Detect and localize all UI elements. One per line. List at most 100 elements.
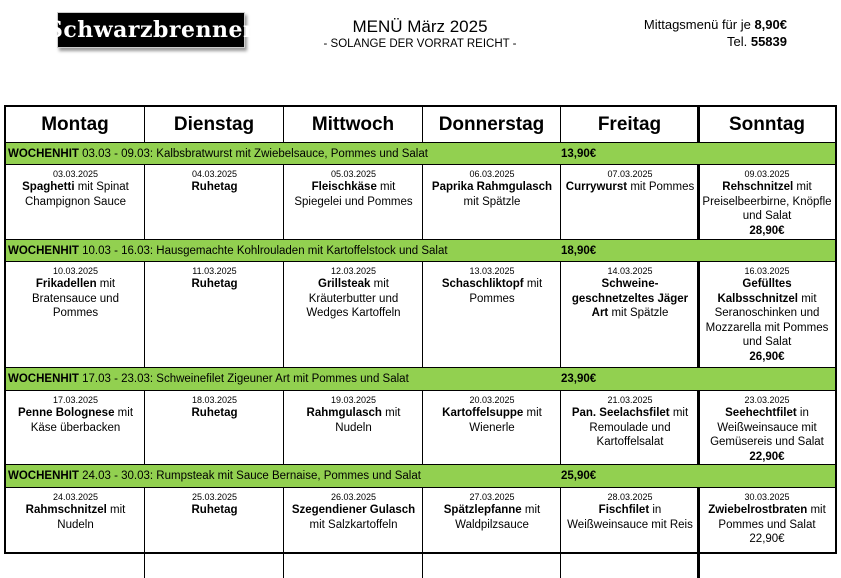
dish-name: Rahmgulasch xyxy=(306,407,382,419)
dish-name: Schweine-geschnetzeltes Jäger Art xyxy=(571,278,689,319)
dish-name: Seehechtfilet xyxy=(725,407,797,419)
dish-date: 23.03.2025 xyxy=(744,395,790,405)
day-header-0: Montag xyxy=(6,107,145,142)
dish-date: 17.03.2025 xyxy=(52,395,99,405)
divider xyxy=(144,107,145,142)
dish-name: Frikadellen xyxy=(35,278,97,290)
dish-date: 18.03.2025 xyxy=(191,395,238,405)
day-header-4: Freitag xyxy=(561,107,699,142)
dish-price: 28,90€ xyxy=(749,224,785,237)
divider xyxy=(283,107,284,142)
weekly-special-text: 10.03 - 16.03: Hausgemachte Kohlrouladen… xyxy=(78,244,448,257)
menu-cell: 21.03.2025 Pan. Seelachsfilet mit Remoula… xyxy=(561,391,699,464)
weekly-special-price: 25,90€ xyxy=(561,470,597,482)
dish-date: 11.03.2025 xyxy=(192,266,237,276)
day-header-3: Donnerstag xyxy=(423,107,561,142)
dish-date: 30.03.2025 xyxy=(744,492,790,502)
menu-cell: 06.03.2025 Paprika Rahmgulasch mit Spätzl… xyxy=(423,165,561,239)
dish-date: 06.03.2025 xyxy=(469,169,515,179)
dish-description: in Weißweinsauce mit Reis xyxy=(567,504,693,531)
dish-description: mit Pommes xyxy=(627,181,695,193)
dish-description: mit Wienerle xyxy=(469,407,542,434)
divider xyxy=(144,488,145,578)
divider xyxy=(422,488,423,578)
dish-description: mit Spinat Champignon Sauce xyxy=(24,181,129,208)
weekly-special-text: 03.03 - 09.03: Kalbsbratwurst mit Zwiebe… xyxy=(78,147,428,160)
dish-description: mit Pommes xyxy=(469,278,543,305)
dish-description: mit Seranoschinken und Mozzarella mit Po… xyxy=(705,292,829,349)
divider xyxy=(697,107,700,142)
dish-date: 13.03.2025 xyxy=(469,266,515,276)
menu-cell: 23.03.2025 Seehechtfilet in Weißweinsauce… xyxy=(699,391,835,464)
divider xyxy=(422,165,423,239)
dish-date: 25.03.2025 xyxy=(191,492,238,502)
dish-name: Grillsteak xyxy=(318,278,371,290)
dish-name: Penne Bolognese xyxy=(17,407,115,419)
divider xyxy=(697,165,700,239)
divider xyxy=(560,107,561,142)
dish-date: 16.03.2025 xyxy=(744,266,790,276)
weekly-special-label: WOCHENHIT xyxy=(8,244,79,257)
divider xyxy=(697,488,700,578)
dish-date: 04.03.2025 xyxy=(191,169,238,179)
dish-name: Rehschnitzel xyxy=(722,181,794,193)
logo: Schwarzbrenner xyxy=(47,12,255,48)
menu-cell: 19.03.2025 Rahmgulasch mit Nudeln xyxy=(284,391,423,464)
divider xyxy=(560,488,561,578)
dish-date: 24.03.2025 xyxy=(52,492,99,502)
divider xyxy=(422,391,423,464)
menu-cell: 07.03.2025 Currywurst mit Pommes xyxy=(561,165,699,239)
menu-cell: 25.03.2025 Ruhetag xyxy=(145,488,284,578)
weekly-special-label: WOCHENHIT xyxy=(8,470,79,482)
dish-name: Spaghetti xyxy=(22,181,75,193)
menu-cell: 27.03.2025 Spätzlepfanne mit Waldpilzsauc… xyxy=(423,488,561,578)
weekly-special-row: WOCHENHIT 24.03 - 30.03: Rumpsteak mit S… xyxy=(6,464,835,488)
dish-date: 21.03.2025 xyxy=(607,395,653,405)
dish-description: mit Salzkartoffeln xyxy=(309,518,398,531)
dish-date: 05.03.2025 xyxy=(330,169,377,179)
dish-name: Rahmschnitzel xyxy=(25,504,107,516)
menu-cell: 26.03.2025 Szegendiener Gulasch mit Salzk… xyxy=(284,488,423,578)
divider xyxy=(422,107,423,142)
lunch-price: 8,90€ xyxy=(754,17,787,32)
menu-cell: 13.03.2025 Schaschliktopf mit Pommes xyxy=(423,262,561,367)
menu-cell: 17.03.2025 Penne Bolognese mit Käse überb… xyxy=(6,391,145,464)
dish-description: mit Nudeln xyxy=(335,407,401,434)
dish-description: mit Käse überbacken xyxy=(30,407,134,434)
dish-name: Zwiebelrostbraten xyxy=(708,504,808,516)
divider xyxy=(283,391,284,464)
menu-cell: 20.03.2025 Kartoffelsuppe mit Wienerle xyxy=(423,391,561,464)
dish-date: 07.03.2025 xyxy=(607,169,653,179)
dish-description: mit Spätzle xyxy=(608,307,669,319)
weekly-special-price: 23,90€ xyxy=(561,373,597,385)
divider xyxy=(283,165,284,239)
day-header-5: Sonntag xyxy=(729,113,805,135)
dish-price: 22,90€ xyxy=(749,450,785,463)
divider xyxy=(144,165,145,239)
dish-description: mit Spätzle xyxy=(463,195,521,208)
weekly-special-row: WOCHENHIT 10.03 - 16.03: Hausgemachte Ko… xyxy=(6,239,835,262)
weekly-special-price: 18,90€ xyxy=(561,244,597,257)
dish-date: 03.03.2025 xyxy=(52,169,99,179)
page-subtitle: - SOLANGE DER VORRAT REICHT - xyxy=(323,38,517,50)
dish-name: Ruhetag xyxy=(191,504,238,516)
dish-name: Spätzlepfanne xyxy=(443,504,522,516)
dish-date: 09.03.2025 xyxy=(744,169,790,179)
dish-date: 19.03.2025 xyxy=(330,395,377,405)
dish-date: 20.03.2025 xyxy=(469,395,515,405)
divider xyxy=(697,262,700,367)
menu-title-block: MENÜ März 2025 - SOLANGE DER VORRAT REIC… xyxy=(290,17,550,50)
dish-name: Gefülltes Kalbsschnitzel xyxy=(717,278,798,305)
divider xyxy=(560,262,561,367)
dish-name: Schaschliktopf xyxy=(441,278,524,290)
weekly-special-price: 13,90€ xyxy=(561,147,597,160)
menu-cell: 05.03.2025 Fleischkäse mit Spiegelei und … xyxy=(284,165,423,239)
dish-description: mit Spiegelei und Pommes xyxy=(294,181,413,208)
dish-date: 28.03.2025 xyxy=(607,492,653,502)
divider xyxy=(560,165,561,239)
dish-name: Ruhetag xyxy=(191,181,238,193)
dish-date: 26.03.2025 xyxy=(330,492,377,502)
divider xyxy=(144,391,145,464)
divider xyxy=(144,262,145,367)
menu-cell: 16.03.2025 Gefülltes Kalbsschnitzel mit S… xyxy=(699,262,835,367)
